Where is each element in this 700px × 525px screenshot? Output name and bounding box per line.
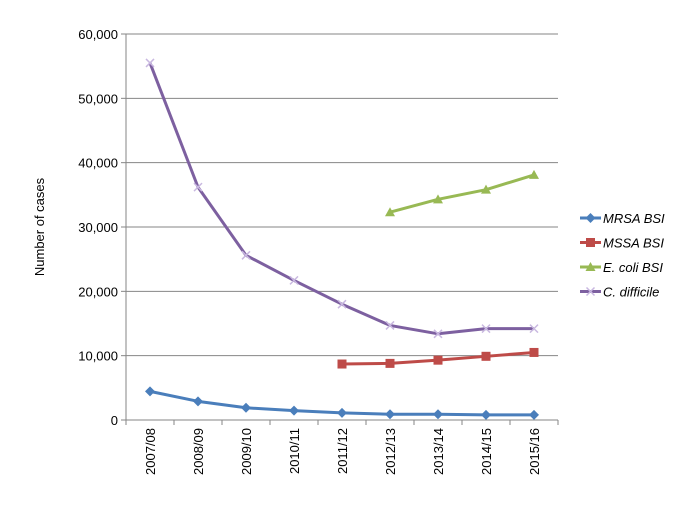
y-axis-label: Number of cases	[32, 177, 47, 276]
triangle-marker	[529, 169, 539, 179]
x-marker	[193, 182, 203, 192]
gridlines	[126, 33, 558, 357]
diamond-marker	[433, 409, 443, 420]
triangle-marker	[385, 207, 395, 217]
x-marker	[585, 286, 596, 297]
x-tick-label: 2015/16	[527, 428, 542, 475]
square-marker	[586, 238, 595, 247]
square-marker	[385, 358, 395, 368]
series-line	[148, 62, 534, 336]
diamond-marker	[585, 213, 596, 223]
series-e-coli-bsi	[385, 169, 539, 217]
series-line	[389, 173, 535, 214]
triangle-marker	[433, 194, 443, 204]
x-marker	[337, 299, 347, 309]
x-marker	[145, 58, 155, 68]
x-tick-label: 2010/11	[287, 428, 302, 474]
diamond-marker	[337, 407, 347, 418]
x-tick-label: 2014/15	[479, 428, 494, 475]
x-marker	[481, 324, 491, 334]
series-mrsa-bsi	[145, 386, 539, 420]
diamond-marker	[289, 405, 299, 416]
diamond-marker	[145, 386, 155, 397]
x-tick-label: 2008/09	[191, 428, 206, 475]
square-marker	[529, 347, 539, 357]
y-tick-label: 0	[111, 413, 118, 428]
x-marker	[385, 320, 395, 330]
diamond-marker	[193, 396, 203, 407]
axes: 0 10,000 20,000 30,000 40,000 50,000 60,000 200…	[78, 27, 559, 475]
x-marker	[241, 250, 251, 260]
legend: MRSA BSI MSSA BSI E. coli BSI C. difficile	[580, 211, 665, 300]
diamond-marker	[241, 402, 251, 413]
legend-item: E. coli BSI	[580, 260, 663, 275]
diamond-marker	[385, 409, 395, 420]
x-marker	[433, 329, 443, 339]
y-tick-label: 30,000	[78, 220, 118, 235]
legend-label: C. difficile	[603, 285, 659, 300]
triangle-marker	[481, 184, 491, 194]
legend-item: MSSA BSI	[580, 236, 664, 251]
x-tick-label: 2012/13	[383, 428, 398, 475]
legend-item: MRSA BSI	[580, 211, 665, 226]
triangle-marker	[585, 262, 596, 271]
y-tick-label: 60,000	[78, 27, 118, 42]
legend-label: E. coli BSI	[603, 260, 663, 275]
y-tick-label: 20,000	[78, 284, 118, 299]
y-tick-label: 50,000	[78, 91, 118, 106]
series-c-difficile	[145, 58, 539, 339]
square-marker	[481, 351, 491, 361]
x-tick-label: 2011/12	[335, 428, 350, 474]
square-marker	[337, 359, 347, 369]
legend-label: MRSA BSI	[603, 211, 665, 226]
diamond-marker	[481, 409, 491, 420]
series-group	[145, 58, 539, 420]
diamond-marker	[529, 409, 539, 420]
series-mssa-bsi	[337, 347, 539, 369]
square-marker	[433, 355, 443, 365]
x-tick-label: 2009/10	[239, 428, 254, 475]
x-tick-label: 2013/14	[431, 428, 446, 475]
legend-label: MSSA BSI	[603, 236, 664, 251]
x-tick-label: 2007/08	[143, 428, 158, 475]
y-tick-label: 40,000	[78, 156, 118, 171]
y-tick-label: 10,000	[78, 349, 118, 364]
legend-item: C. difficile	[580, 285, 659, 300]
x-marker	[529, 324, 539, 334]
x-marker	[289, 275, 299, 285]
